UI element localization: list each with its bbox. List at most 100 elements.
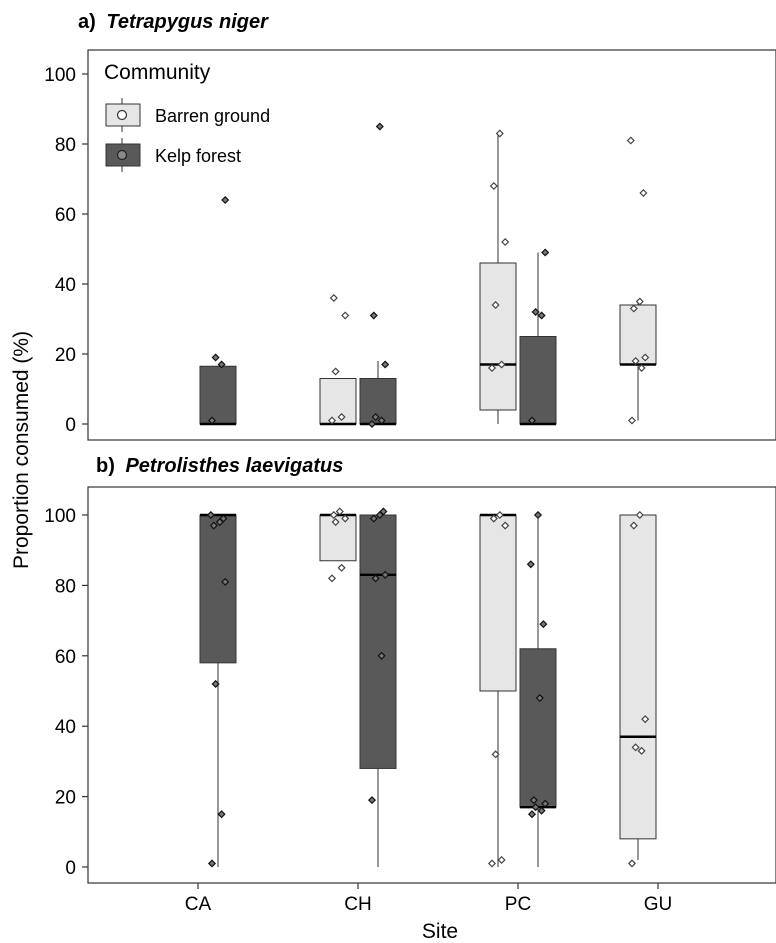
- panel-a: a) Tetrapygus niger 0 20 40 60 80 100 Communi…: [44, 11, 776, 441]
- legend-item-barren-ground: Barren ground: [105, 98, 270, 132]
- point-a-ca-kelp-forest-1: [217, 360, 226, 369]
- panel-b-marks: [199, 507, 657, 868]
- legend-label-kelp-forest: Kelp forest: [155, 146, 241, 166]
- point-b-ch-kelp-forest-2: [371, 574, 380, 583]
- point-b-ca-kelp-forest-1: [217, 810, 226, 819]
- point-b-ch-barren-ground-4: [329, 510, 338, 520]
- point-b-ch-barren-ground-1: [337, 563, 346, 572]
- point-b-gu-barren-ground-0: [627, 859, 637, 868]
- point-b-pc-kelp-forest-3: [541, 799, 550, 808]
- point-b-pc-kelp-forest-1: [537, 806, 546, 815]
- point-b-pc-barren-ground-5: [495, 510, 504, 520]
- point-a-pc-barren-ground-5: [495, 129, 504, 138]
- point-b-ch-kelp-forest-3: [381, 570, 390, 579]
- box-b-pc-kelp-forest: [519, 648, 557, 808]
- point-a-pc-barren-ground-3: [501, 237, 510, 247]
- y-tick-label-a-20: 20: [55, 345, 76, 366]
- point-b-pc-kelp-forest-0: [527, 810, 537, 819]
- point-a-pc-kelp-forest-0: [527, 416, 537, 425]
- point-a-pc-kelp-forest-3: [541, 248, 550, 257]
- point-b-gu-barren-ground-3: [641, 715, 650, 724]
- point-b-gu-barren-ground-4: [629, 521, 638, 530]
- panel-a-prefix: a): [78, 11, 96, 33]
- box-a-pc-kelp-forest: [519, 336, 557, 425]
- box-b-gu-barren-ground: [619, 514, 657, 840]
- point-a-gu-barren-ground-2: [631, 356, 640, 366]
- y-tick-label-b-100: 100: [44, 506, 76, 527]
- x-tick-label-gu: GU: [644, 894, 673, 915]
- point-b-ca-kelp-forest-6: [219, 514, 228, 523]
- point-a-ch-barren-ground-1: [337, 412, 346, 422]
- point-a-pc-barren-ground-0: [487, 363, 497, 373]
- point-a-ca-kelp-forest-3: [221, 195, 230, 205]
- point-b-pc-kelp-forest-6: [539, 620, 548, 629]
- point-a-gu-barren-ground-7: [626, 136, 635, 145]
- point-b-pc-kelp-forest-5: [535, 693, 544, 703]
- panel-b: b) Petrolisthes laevigatus 020406080100 …: [44, 455, 776, 915]
- point-b-gu-barren-ground-1: [637, 746, 646, 755]
- point-b-gu-barren-ground-2: [631, 743, 640, 752]
- point-a-ca-kelp-forest-2: [211, 353, 220, 362]
- point-b-ca-kelp-forest-2: [211, 679, 220, 689]
- svg-text:a) Tetrapygus niger: a) Tetrapygus niger: [78, 11, 269, 33]
- point-b-ca-kelp-forest-3: [221, 577, 230, 586]
- y-tick-label-b-0: 0: [65, 858, 76, 879]
- box-b-ca-kelp-forest: [199, 514, 237, 664]
- point-a-gu-barren-ground-1: [637, 363, 646, 373]
- panel-a-frame: [87, 49, 776, 441]
- point-a-pc-barren-ground-1: [497, 360, 506, 369]
- panel-b-prefix: b): [96, 455, 115, 477]
- point-a-ch-kelp-forest-0: [367, 419, 377, 429]
- point-a-pc-barren-ground-4: [489, 181, 498, 191]
- point-b-ch-kelp-forest-1: [377, 651, 386, 660]
- y-tick-label-a-0: 0: [65, 415, 76, 436]
- x-axis: CA CH PC GU: [185, 883, 672, 915]
- legend-title: Community: [104, 61, 211, 84]
- point-b-ch-barren-ground-0: [327, 574, 337, 583]
- y-tick-label-b-80: 80: [55, 576, 76, 597]
- y-tick-label-b-40: 40: [55, 717, 76, 738]
- panel-b-title: Petrolisthes laevigatus: [125, 455, 343, 477]
- point-b-pc-barren-ground-3: [501, 521, 510, 530]
- point-a-gu-barren-ground-6: [639, 188, 648, 198]
- x-axis-label: Site: [422, 920, 458, 943]
- point-a-gu-barren-ground-3: [641, 353, 650, 362]
- point-b-ch-barren-ground-2: [331, 517, 340, 527]
- y-tick-label-b-60: 60: [55, 647, 76, 668]
- point-b-ca-kelp-forest-4: [209, 521, 218, 530]
- legend: Community Barren ground Kelp forest: [104, 61, 270, 172]
- point-a-gu-barren-ground-5: [635, 297, 644, 306]
- y-tick-label-b-20: 20: [55, 788, 76, 809]
- panel-a-title: Tetrapygus niger: [106, 11, 269, 33]
- point-a-ch-barren-ground-4: [329, 293, 338, 303]
- box-a-gu-barren-ground: [619, 304, 657, 365]
- panel-b-frame: [87, 486, 776, 884]
- box-b-pc-barren-ground: [479, 514, 517, 692]
- point-a-ch-kelp-forest-2: [371, 412, 380, 422]
- point-b-ch-kelp-forest-0: [367, 796, 377, 805]
- point-b-ca-kelp-forest-0: [207, 859, 217, 868]
- x-tick-label-ca: CA: [185, 894, 212, 915]
- point-a-ch-kelp-forest-4: [369, 311, 378, 320]
- panel-a-marks: [199, 122, 657, 429]
- point-a-ch-barren-ground-2: [331, 367, 340, 376]
- point-a-ch-barren-ground-3: [341, 311, 350, 320]
- box-b-ch-kelp-forest: [359, 514, 397, 769]
- y-tick-label-a-60: 60: [55, 205, 76, 226]
- point-a-gu-barren-ground-4: [629, 304, 638, 313]
- box-a-pc-barren-ground: [479, 262, 517, 411]
- point-b-pc-barren-ground-2: [491, 750, 500, 759]
- x-tick-label-pc: PC: [505, 894, 531, 915]
- point-b-pc-barren-ground-1: [497, 855, 506, 865]
- svg-text:b) Petrolisthes laevigat: b) Petrolisthes laevigatus: [96, 455, 343, 477]
- point-b-pc-kelp-forest-4: [529, 796, 538, 805]
- point-b-pc-kelp-forest-7: [526, 560, 535, 569]
- point-a-ca-kelp-forest-0: [207, 416, 217, 425]
- point-a-ch-kelp-forest-1: [377, 416, 386, 425]
- point-a-ch-barren-ground-0: [327, 416, 337, 425]
- y-tick-label-a-40: 40: [55, 275, 76, 296]
- point-a-pc-kelp-forest-1: [537, 311, 546, 320]
- point-a-ch-kelp-forest-5: [375, 122, 384, 131]
- point-b-ch-kelp-forest-4: [369, 514, 378, 523]
